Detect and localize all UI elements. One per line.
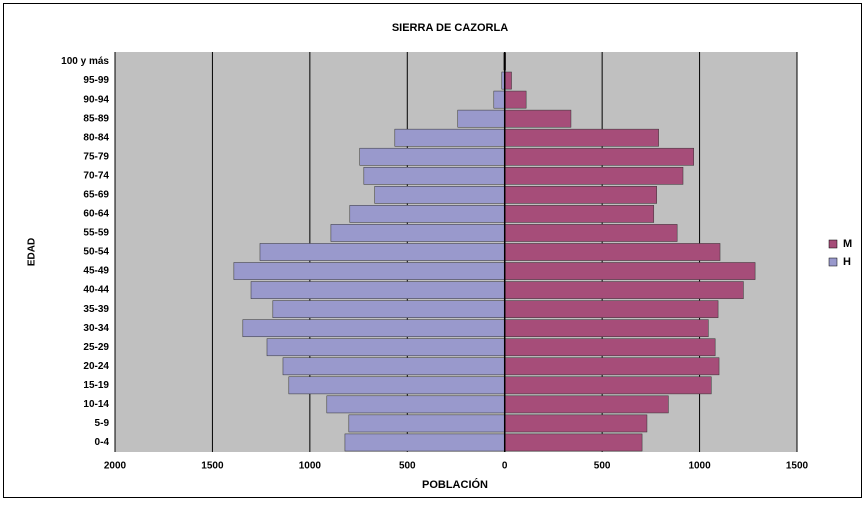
y-tick-label: 20-24 bbox=[83, 361, 109, 372]
bar bbox=[359, 147, 505, 166]
x-tick-label: 1500 bbox=[786, 461, 809, 472]
y-tick-label: 30-34 bbox=[83, 323, 109, 334]
x-tick-label: 500 bbox=[594, 461, 611, 472]
y-tick-label: 35-39 bbox=[83, 304, 109, 315]
x-tick-label: 1500 bbox=[201, 461, 224, 472]
legend-swatch bbox=[828, 239, 838, 249]
y-tick-label: 90-94 bbox=[83, 94, 109, 105]
bar bbox=[457, 109, 505, 128]
y-tick-label: 0-4 bbox=[95, 437, 110, 448]
bar bbox=[504, 205, 655, 223]
bar bbox=[504, 433, 643, 452]
bar bbox=[374, 186, 505, 204]
bar bbox=[348, 414, 505, 433]
y-tick-label: 45-49 bbox=[83, 266, 109, 277]
legend-label: H bbox=[843, 256, 851, 268]
y-tick-label: 10-14 bbox=[83, 399, 109, 410]
bar bbox=[233, 262, 505, 280]
bar bbox=[242, 319, 505, 338]
bar bbox=[504, 166, 684, 185]
bar bbox=[493, 90, 505, 109]
bar bbox=[330, 224, 505, 242]
chart-title: SIERRA DE CAZORLA bbox=[392, 22, 508, 34]
bar bbox=[259, 243, 505, 261]
y-tick-label: 70-74 bbox=[83, 170, 109, 181]
bar bbox=[504, 262, 756, 280]
bar bbox=[504, 376, 712, 395]
bar bbox=[363, 166, 505, 185]
bar bbox=[504, 338, 716, 357]
bar bbox=[504, 319, 709, 338]
bar bbox=[504, 147, 694, 166]
bar bbox=[504, 71, 512, 90]
x-tick-label: 1000 bbox=[688, 461, 711, 472]
bar bbox=[504, 414, 648, 433]
bar bbox=[504, 128, 659, 147]
bar bbox=[504, 224, 678, 242]
x-tick-label: 2000 bbox=[104, 461, 127, 472]
bar bbox=[504, 395, 669, 414]
x-axis-label: POBLACIÓN bbox=[422, 478, 488, 491]
legend-swatch bbox=[828, 257, 838, 267]
legend-label: M bbox=[843, 238, 852, 250]
bar bbox=[266, 338, 505, 357]
y-tick-label: 25-29 bbox=[83, 342, 109, 353]
bar bbox=[250, 281, 505, 299]
y-tick-label: 50-54 bbox=[83, 247, 109, 258]
bar bbox=[504, 281, 744, 299]
y-tick-label: 40-44 bbox=[83, 285, 109, 296]
bar bbox=[504, 300, 719, 318]
x-tick-label: 1000 bbox=[299, 461, 322, 472]
y-axis-label: EDAD bbox=[27, 238, 38, 266]
y-tick-label: 95-99 bbox=[83, 75, 109, 86]
bar bbox=[504, 357, 720, 376]
bar bbox=[504, 90, 527, 109]
y-tick-label: 15-19 bbox=[83, 380, 109, 391]
x-tick-label: 0 bbox=[502, 461, 508, 472]
bar bbox=[288, 376, 505, 395]
y-tick-label: 65-69 bbox=[83, 189, 109, 200]
bar bbox=[504, 109, 572, 128]
x-tick-label: 500 bbox=[399, 461, 416, 472]
bar bbox=[504, 243, 721, 261]
y-tick-label: 75-79 bbox=[83, 151, 109, 162]
y-tick-label: 80-84 bbox=[83, 132, 109, 143]
bar bbox=[326, 395, 505, 414]
y-tick-label: 5-9 bbox=[95, 418, 110, 429]
y-tick-label: 55-59 bbox=[83, 228, 109, 239]
bar bbox=[282, 357, 505, 376]
bar bbox=[504, 186, 657, 204]
bar bbox=[344, 433, 505, 452]
y-tick-label: 100 y más bbox=[61, 56, 109, 67]
bar bbox=[272, 300, 505, 318]
y-tick-label: 85-89 bbox=[83, 113, 109, 124]
bar bbox=[349, 205, 505, 223]
y-tick-label: 60-64 bbox=[83, 209, 109, 220]
bar bbox=[394, 128, 505, 147]
